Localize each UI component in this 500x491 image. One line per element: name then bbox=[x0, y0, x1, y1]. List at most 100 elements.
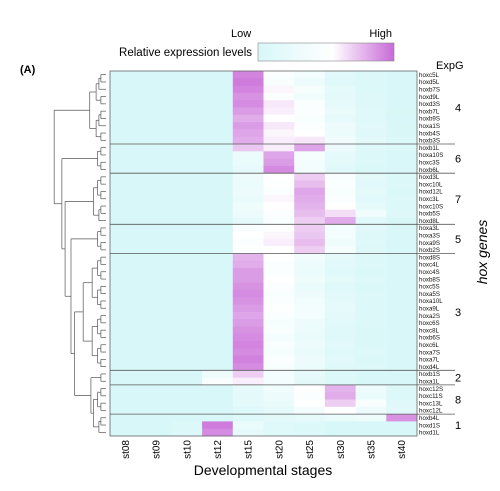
heatmap-cell bbox=[202, 304, 234, 313]
heatmap-cell bbox=[386, 341, 418, 349]
row-label: hoxc12L bbox=[419, 408, 443, 415]
heatmap-cell bbox=[263, 268, 295, 276]
heatmap-cell bbox=[140, 406, 172, 415]
row-label: hoxd9L bbox=[419, 94, 440, 101]
heatmap-cell bbox=[140, 370, 172, 378]
heatmap-cell bbox=[140, 202, 172, 211]
heatmap-cell bbox=[232, 406, 264, 415]
heatmap-cell bbox=[355, 180, 387, 189]
heatmap-cell bbox=[324, 136, 356, 145]
heatmap-cell bbox=[294, 180, 326, 189]
heatmap-cell bbox=[140, 260, 172, 269]
row-label: hoxb6L bbox=[419, 167, 440, 174]
heatmap-cell bbox=[263, 384, 295, 393]
heatmap-cell bbox=[232, 173, 264, 181]
heatmap-cell bbox=[171, 165, 203, 174]
heatmap-cell bbox=[171, 428, 203, 437]
heatmap-cell bbox=[294, 326, 326, 335]
heatmap-cell bbox=[324, 384, 356, 393]
heatmap-cell bbox=[386, 319, 418, 327]
heatmap-cell bbox=[386, 209, 418, 218]
heatmap-cell bbox=[110, 304, 142, 313]
heatmap-cell bbox=[202, 282, 234, 291]
heatmap-cell bbox=[355, 355, 387, 364]
heatmap-cell bbox=[171, 253, 203, 262]
heatmap-cell bbox=[140, 180, 172, 189]
heatmap-cell bbox=[110, 428, 142, 437]
heatmap-cell bbox=[110, 209, 142, 218]
heatmap-cell bbox=[386, 370, 418, 378]
heatmap-cell bbox=[386, 158, 418, 167]
heatmap-cell bbox=[140, 348, 172, 357]
heatmap-cell bbox=[202, 363, 234, 371]
heatmap-cell bbox=[263, 151, 295, 159]
row-label: hoxb8S bbox=[419, 276, 440, 283]
heatmap-cell bbox=[110, 71, 142, 79]
heatmap-cell bbox=[294, 384, 326, 393]
heatmap-cell bbox=[110, 384, 142, 393]
heatmap-cell bbox=[386, 107, 418, 116]
heatmap-cell bbox=[386, 144, 418, 152]
heatmap-cell bbox=[324, 202, 356, 211]
heatmap-cell bbox=[324, 129, 356, 138]
heatmap-cell bbox=[355, 114, 387, 123]
heatmap-cell bbox=[386, 260, 418, 269]
heatmap-cell bbox=[110, 406, 142, 415]
heatmap-cell bbox=[110, 290, 142, 298]
heatmap-cell bbox=[294, 165, 326, 174]
heatmap-cell bbox=[202, 173, 234, 181]
heatmap-cell bbox=[294, 158, 326, 167]
row-label: hoxc4L bbox=[419, 262, 440, 269]
heatmap-cell bbox=[294, 114, 326, 123]
heatmap-cell bbox=[232, 195, 264, 203]
row-label: hoxd8L bbox=[419, 218, 440, 225]
heatmap-cell bbox=[324, 421, 356, 430]
heatmap-cell bbox=[294, 304, 326, 313]
heatmap-cell bbox=[202, 406, 234, 415]
heatmap-cell bbox=[263, 392, 295, 400]
heatmap-cell bbox=[355, 341, 387, 349]
heatmap-cell bbox=[202, 85, 234, 94]
heatmap-cell bbox=[294, 406, 326, 415]
heatmap-cell bbox=[294, 187, 326, 196]
heatmap-cell bbox=[324, 428, 356, 437]
heatmap-cell bbox=[140, 268, 172, 276]
heatmap-cell bbox=[355, 304, 387, 313]
heatmap-cell bbox=[386, 187, 418, 196]
heatmap-cell bbox=[294, 107, 326, 116]
heatmap-cell bbox=[294, 282, 326, 291]
row-label: hoxb4S bbox=[419, 130, 440, 137]
heatmap-cell bbox=[263, 71, 295, 79]
heatmap-cell bbox=[386, 304, 418, 313]
heatmap-cell bbox=[140, 392, 172, 400]
heatmap-cell bbox=[324, 122, 356, 130]
heatmap-cell bbox=[202, 71, 234, 79]
heatmap-cell bbox=[232, 319, 264, 327]
heatmap-cell bbox=[386, 195, 418, 203]
heatmap-cell bbox=[171, 297, 203, 305]
heatmap-cell bbox=[110, 399, 142, 408]
heatmap-cell bbox=[232, 370, 264, 378]
heatmap-cell bbox=[294, 224, 326, 232]
heatmap-cell bbox=[202, 319, 234, 327]
heatmap-cell bbox=[386, 71, 418, 79]
heatmap-cell bbox=[263, 165, 295, 174]
heatmap-cell bbox=[232, 290, 264, 298]
heatmap-cell bbox=[294, 260, 326, 269]
heatmap-cell bbox=[355, 290, 387, 298]
heatmap-cell bbox=[324, 165, 356, 174]
row-labels: hoxc5Lhoxd5Lhoxb7Shoxd9Lhoxd3Shoxb7Lhoxb… bbox=[419, 72, 443, 437]
heatmap-cell bbox=[171, 122, 203, 130]
group-label: 1 bbox=[455, 420, 461, 432]
heatmap-cell bbox=[355, 253, 387, 262]
heatmap-cell bbox=[202, 180, 234, 189]
heatmap-cell bbox=[202, 370, 234, 378]
heatmap-cell bbox=[140, 100, 172, 108]
heatmap-cell bbox=[355, 158, 387, 167]
heatmap-cell bbox=[171, 275, 203, 284]
row-label: hoxc4S bbox=[419, 269, 440, 276]
heatmap-cell bbox=[355, 85, 387, 94]
row-label: hoxd8S bbox=[419, 254, 440, 261]
heatmap-cell bbox=[386, 414, 418, 422]
heatmap-cell bbox=[324, 180, 356, 189]
